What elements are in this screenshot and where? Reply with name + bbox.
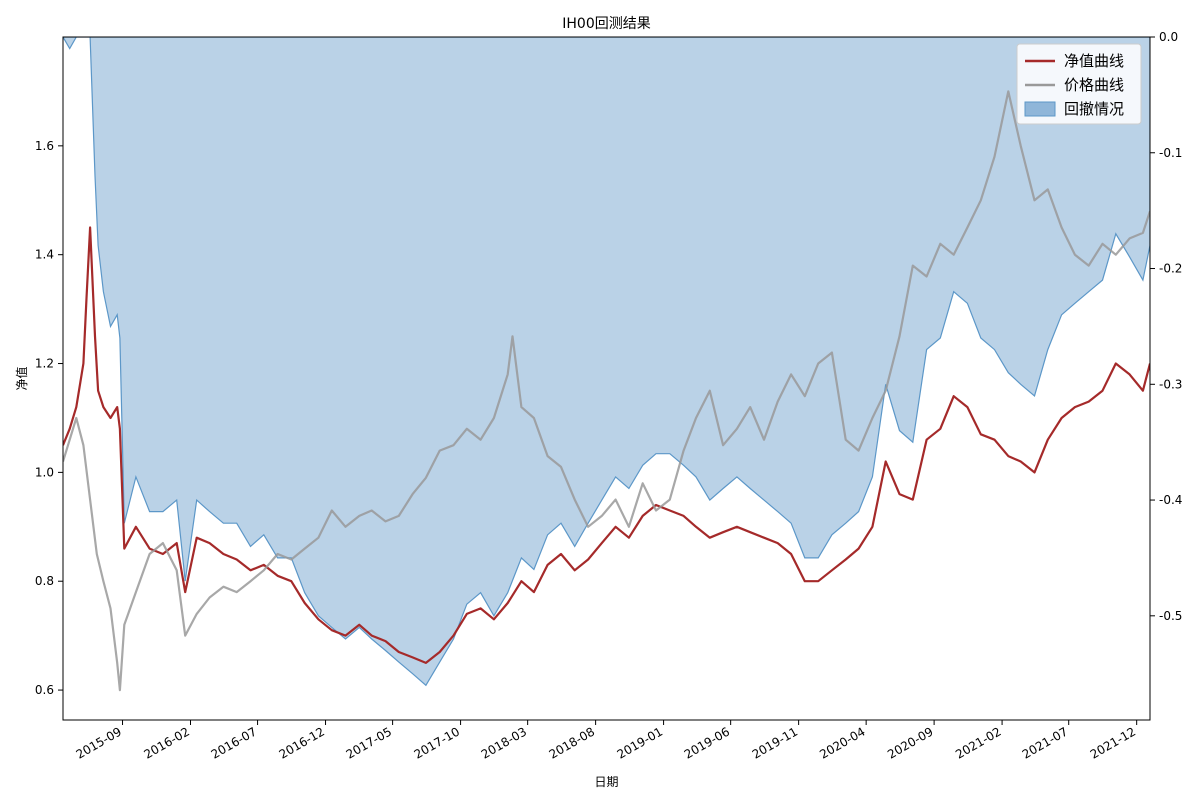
- y-tick-label: 1.0: [35, 465, 54, 479]
- plot-area: [62, 36, 1151, 721]
- x-tick-label: 2018-08: [547, 724, 597, 761]
- y-axis-right: 0.0 -0.1 -0.2 -0.3 -0.4 -0.5: [1150, 30, 1182, 623]
- y2-tick-label: -0.1: [1159, 146, 1182, 160]
- x-tick-label: 2021-07: [1020, 724, 1070, 761]
- y-tick-label: 1.2: [35, 357, 54, 371]
- x-tick-label: 2017-05: [344, 724, 394, 761]
- x-axis: 2015-09 2016-02 2016-07 2016-12 2017-05 2017-…: [74, 720, 1138, 762]
- nav-line: [63, 226, 1150, 664]
- y2-tick-label: -0.4: [1159, 493, 1182, 507]
- legend-swatch: [1024, 101, 1056, 117]
- price-line: [63, 90, 1150, 692]
- y-axis-label: 净值: [14, 366, 29, 390]
- y2-tick-label: -0.2: [1159, 262, 1182, 276]
- x-tick-label: 2017-10: [412, 724, 462, 761]
- y-tick-label: 1.4: [35, 248, 54, 262]
- x-tick-label: 2016-07: [209, 724, 259, 761]
- x-tick-label: 2019-11: [750, 724, 800, 761]
- x-tick-label: 2020-09: [885, 724, 935, 761]
- x-tick-label: 2018-03: [479, 724, 529, 761]
- x-tick-label: 2020-04: [817, 724, 867, 761]
- x-tick-label: 2016-12: [277, 724, 327, 761]
- plot-frame: [62, 36, 1151, 721]
- x-tick-label: 2021-02: [953, 724, 1003, 761]
- y-tick-label: 1.6: [35, 139, 54, 153]
- drawdown-area: [63, 37, 1150, 687]
- x-tick-label: 2019-06: [682, 724, 732, 761]
- x-tick-label: 2015-09: [74, 724, 124, 761]
- x-tick-label: 2016-02: [142, 724, 192, 761]
- x-tick-label: 2021-12: [1088, 724, 1138, 761]
- y-axis-left: 0.6 0.8 1.0 1.2 1.4 1.6: [35, 139, 63, 697]
- chart-title: IH00回测结果: [562, 16, 650, 32]
- legend-label: 回撤情况: [1064, 100, 1124, 118]
- y-tick-label: 0.6: [35, 683, 54, 697]
- x-axis-label: 日期: [594, 775, 618, 789]
- legend-label: 净值曲线: [1064, 52, 1124, 70]
- y2-tick-label: -0.5: [1159, 609, 1182, 623]
- legend-label: 价格曲线: [1064, 76, 1124, 94]
- y-tick-label: 0.8: [35, 574, 54, 588]
- y2-tick-label: 0.0: [1159, 30, 1178, 44]
- y2-tick-label: -0.3: [1159, 377, 1182, 391]
- x-tick-label: 2019-01: [615, 724, 665, 761]
